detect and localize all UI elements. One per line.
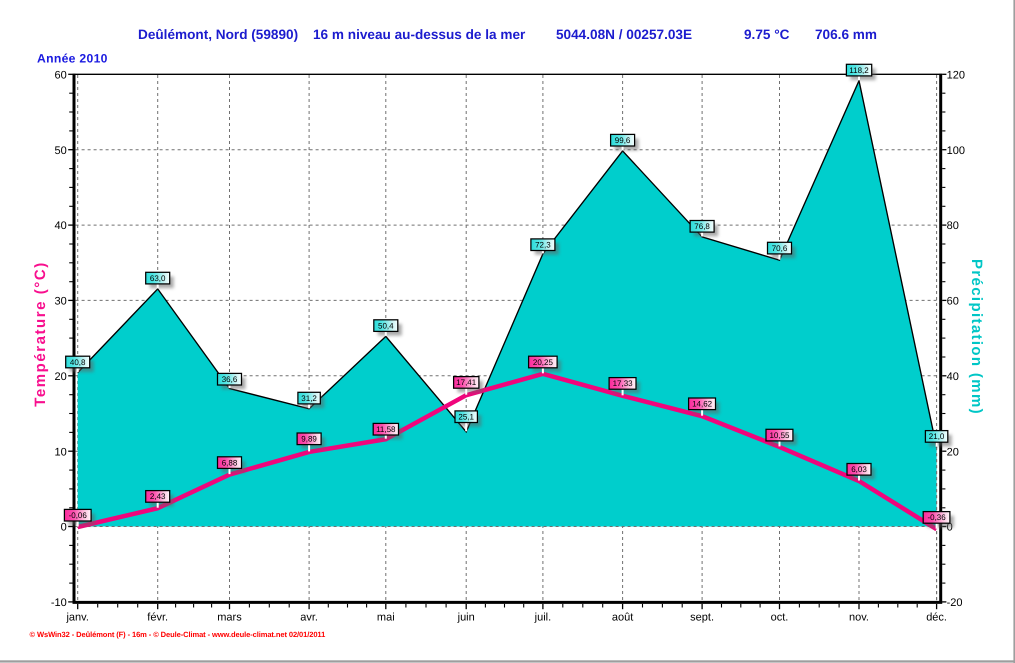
svg-text:17,33: 17,33 [613, 379, 634, 388]
svg-text:févr.: févr. [147, 612, 168, 624]
svg-text:40: 40 [55, 220, 67, 232]
svg-text:20: 20 [55, 371, 67, 383]
svg-text:2,43: 2,43 [150, 492, 166, 501]
svg-text:31,2: 31,2 [301, 394, 317, 403]
svg-text:14,62: 14,62 [692, 400, 713, 409]
svg-text:6,88: 6,88 [222, 458, 238, 467]
svg-text:60: 60 [55, 69, 67, 81]
svg-text:août: août [612, 612, 633, 624]
svg-text:Précipitation (mm): Précipitation (mm) [968, 259, 985, 415]
svg-text:déc.: déc. [926, 612, 947, 624]
svg-text:© WsWin32 - Deûlémont (F) -: © WsWin32 - Deûlémont (F) - 16m - © Deul… [30, 630, 326, 639]
svg-text:6,03: 6,03 [851, 465, 867, 474]
svg-text:72,3: 72,3 [535, 241, 551, 250]
svg-text:-10: -10 [51, 597, 67, 609]
svg-text:17,41: 17,41 [456, 378, 477, 387]
svg-text:76,8: 76,8 [694, 222, 710, 231]
svg-text:63,0: 63,0 [150, 274, 166, 283]
svg-text:70,6: 70,6 [772, 244, 788, 253]
svg-text:99,6: 99,6 [615, 136, 631, 145]
svg-text:40,8: 40,8 [70, 358, 86, 367]
svg-text:21,0: 21,0 [929, 432, 945, 441]
svg-text:30: 30 [55, 296, 67, 308]
svg-text:9,89: 9,89 [301, 435, 317, 444]
svg-text:-20: -20 [947, 597, 963, 609]
svg-text:40: 40 [947, 371, 959, 383]
svg-text:Année 2010: Année 2010 [37, 52, 108, 66]
svg-text:120: 120 [947, 69, 965, 81]
svg-text:50,4: 50,4 [378, 321, 394, 330]
svg-text:mars: mars [217, 612, 242, 624]
svg-text:-0,06: -0,06 [69, 511, 88, 520]
svg-text:sept.: sept. [690, 612, 714, 624]
svg-text:11,58: 11,58 [376, 425, 396, 434]
svg-text:oct.: oct. [771, 612, 789, 624]
svg-text:100: 100 [947, 145, 965, 157]
svg-text:5044.08N / 00257.03E: 5044.08N / 00257.03E [556, 27, 692, 42]
svg-text:706.6 mm: 706.6 mm [815, 27, 877, 42]
svg-text:36,6: 36,6 [222, 375, 238, 384]
svg-text:avr.: avr. [300, 612, 318, 624]
svg-text:60: 60 [947, 296, 959, 308]
svg-text:10,55: 10,55 [769, 431, 790, 440]
svg-text:nov.: nov. [849, 612, 869, 624]
svg-text:20,25: 20,25 [533, 358, 554, 367]
svg-text:Deûlémont, Nord (59890): Deûlémont, Nord (59890) [138, 27, 298, 42]
svg-text:-0,36: -0,36 [927, 513, 946, 522]
svg-text:mai: mai [377, 612, 395, 624]
svg-text:0: 0 [61, 522, 67, 534]
svg-text:9.75 °C: 9.75 °C [744, 27, 790, 42]
svg-text:16 m niveau au-dessus de la me: 16 m niveau au-dessus de la mer [313, 27, 526, 42]
svg-text:20: 20 [947, 446, 959, 458]
svg-text:juil.: juil. [534, 612, 552, 624]
svg-text:50: 50 [55, 145, 67, 157]
svg-text:juin: juin [457, 612, 475, 624]
svg-text:25,1: 25,1 [458, 413, 474, 422]
svg-text:80: 80 [947, 220, 959, 232]
svg-text:0: 0 [947, 522, 953, 534]
svg-text:Température (°C): Température (°C) [32, 261, 49, 407]
svg-text:118,2: 118,2 [849, 66, 869, 75]
svg-text:janv.: janv. [65, 612, 88, 624]
svg-text:10: 10 [55, 446, 67, 458]
